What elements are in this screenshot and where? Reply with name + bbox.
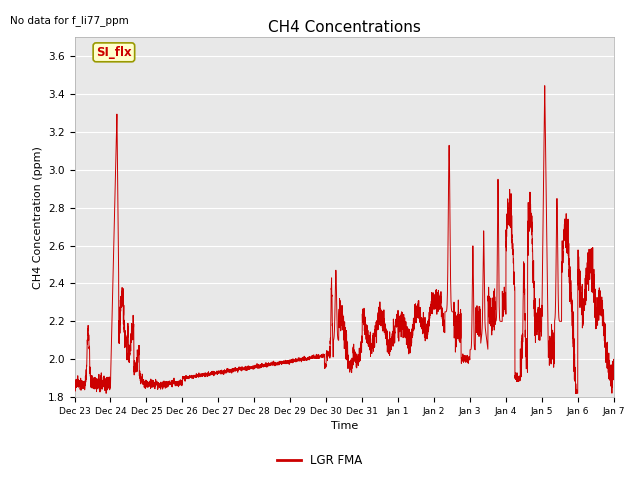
Text: SI_flx: SI_flx bbox=[96, 46, 132, 59]
X-axis label: Time: Time bbox=[330, 421, 358, 432]
Y-axis label: CH4 Concentration (ppm): CH4 Concentration (ppm) bbox=[33, 146, 43, 288]
Legend: LGR FMA: LGR FMA bbox=[273, 449, 367, 472]
Text: No data for f_li77_ppm: No data for f_li77_ppm bbox=[10, 15, 129, 26]
Title: CH4 Concentrations: CH4 Concentrations bbox=[268, 20, 420, 35]
